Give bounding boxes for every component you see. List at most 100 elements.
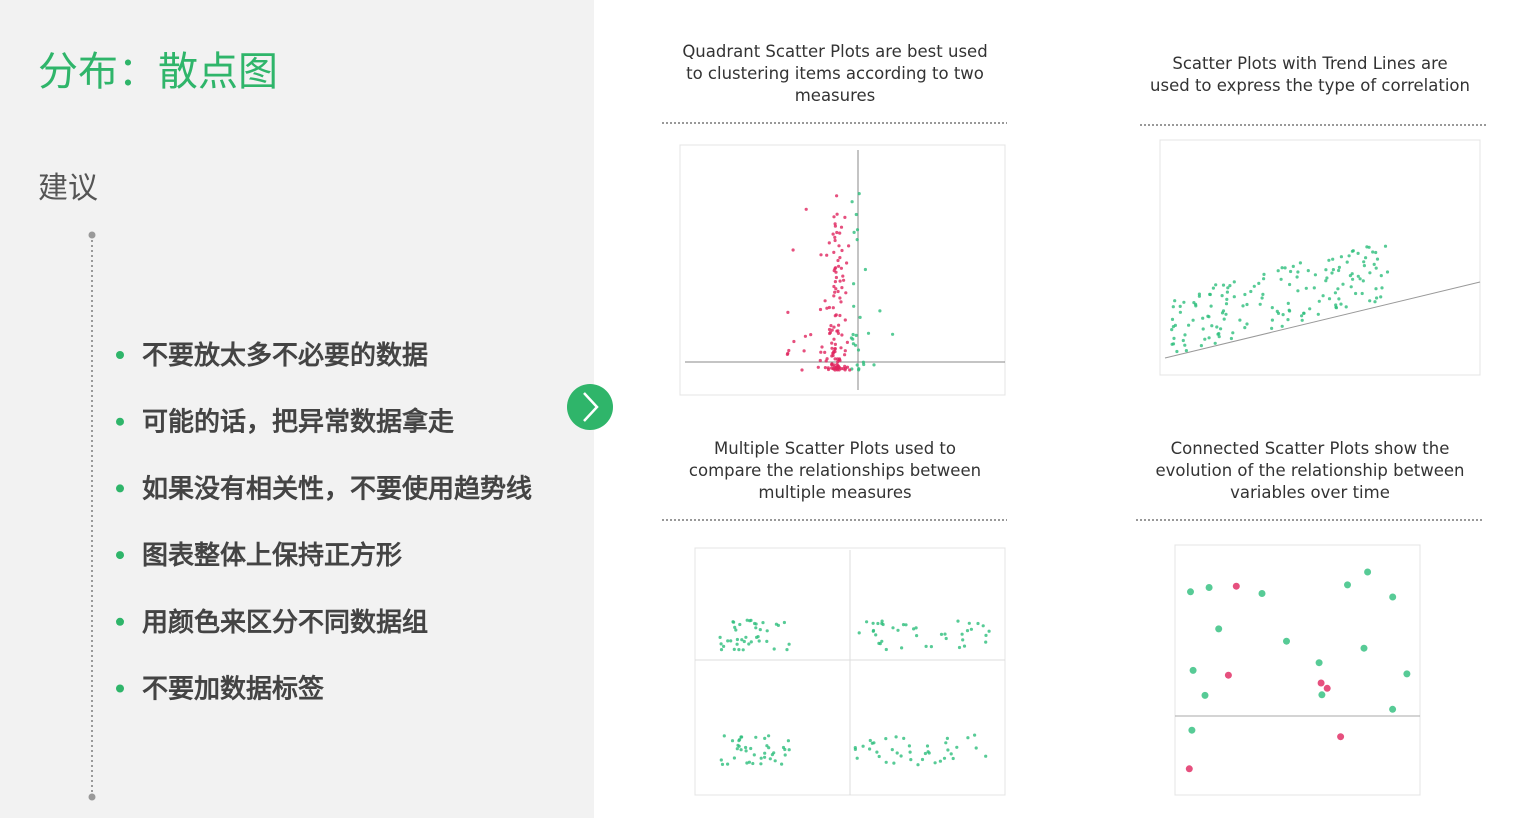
decor-dot <box>1354 291 1358 296</box>
decor-dot <box>757 639 761 643</box>
decor-dot <box>1207 315 1211 319</box>
decor-dot <box>834 270 838 274</box>
decor-dot <box>754 626 758 630</box>
decor-dot <box>800 368 804 372</box>
decor-dot <box>1199 344 1203 348</box>
decor-dot <box>891 332 895 336</box>
decor-dot <box>747 760 752 764</box>
decor-dot <box>833 222 837 226</box>
decor-dot <box>1362 264 1366 268</box>
decor-dot <box>854 333 858 337</box>
decor-dot <box>1210 324 1214 328</box>
decor-dot <box>1323 684 1331 692</box>
decor-dot <box>833 280 838 284</box>
decor-dot <box>763 755 767 759</box>
decor-dot <box>1331 257 1335 261</box>
decor-dot <box>1185 765 1193 773</box>
decor-dot <box>861 744 865 748</box>
decor-dot <box>955 745 959 749</box>
decor-dot <box>1203 337 1207 341</box>
decor-dot <box>1171 325 1175 329</box>
decor-dot <box>1224 302 1229 306</box>
decor-dot <box>835 230 839 235</box>
decor-dot <box>1300 314 1304 318</box>
decor-dot <box>1207 336 1211 340</box>
decor-dot <box>832 337 836 341</box>
decor-dot <box>987 629 991 633</box>
panel-caption: Multiple Scatter Plots used to <box>714 439 956 458</box>
decor-dot <box>865 620 869 624</box>
decor-dot <box>1317 679 1325 687</box>
decor-dot <box>1379 274 1383 278</box>
decor-dot <box>830 354 834 358</box>
decor-dot <box>1243 326 1247 330</box>
decor-dot <box>962 644 967 648</box>
decor-dot <box>1262 277 1266 281</box>
decor-dot <box>1360 291 1364 296</box>
decor-dot <box>1351 277 1355 281</box>
decor-dot <box>836 258 840 263</box>
decor-dot <box>722 734 726 738</box>
decor-dot <box>1362 260 1366 264</box>
decor-dot <box>904 623 908 627</box>
decor-dot <box>1291 264 1295 268</box>
decor-dot <box>819 253 823 257</box>
decor-dot <box>857 631 861 635</box>
decor-dot <box>1171 305 1175 309</box>
decor-dot <box>833 238 837 243</box>
decor-dot <box>744 749 748 753</box>
decor-dot <box>786 739 791 743</box>
decor-dot <box>1281 313 1285 317</box>
decor-dot <box>984 633 988 638</box>
decor-dot <box>1287 308 1291 312</box>
decor-dot <box>1226 286 1230 290</box>
decor-dot <box>1368 299 1372 303</box>
decor-dot <box>758 628 762 632</box>
next-button[interactable] <box>567 384 613 430</box>
decor-dot <box>1345 260 1349 264</box>
decor-dot <box>830 346 834 350</box>
decor-dot <box>843 215 847 219</box>
decor-dot <box>734 628 738 632</box>
decor-dot <box>738 622 742 627</box>
decor-dot <box>1224 671 1232 679</box>
decor-dot <box>1333 291 1337 295</box>
decor-dot <box>830 362 834 366</box>
decor-dot <box>850 200 854 204</box>
decor-dot <box>839 300 843 304</box>
decor-dot <box>961 638 965 642</box>
decor-dot <box>892 761 896 765</box>
decor-dot <box>1296 270 1300 274</box>
decor-dot <box>1318 691 1326 699</box>
decor-dot <box>1261 292 1265 296</box>
chart-thumbnail <box>1159 139 1481 376</box>
decor-dot <box>1249 289 1253 294</box>
bullet-text: 用颜色来区分不同数据组 <box>142 607 428 638</box>
panel-caption: multiple measures <box>758 483 911 502</box>
decor-dot <box>730 739 735 743</box>
decor-dot <box>834 366 838 370</box>
decor-dot <box>1245 322 1249 326</box>
decor-dot <box>845 261 849 265</box>
decor-dot <box>878 309 882 313</box>
decor-dot <box>1208 292 1212 296</box>
bullet-dot <box>116 351 124 359</box>
decor-dot <box>966 736 970 740</box>
decor-dot <box>832 294 836 298</box>
decor-dot <box>1188 726 1196 734</box>
decor-dot <box>1252 284 1256 288</box>
decor-dot <box>820 345 824 349</box>
decor-dot <box>844 291 848 295</box>
decor-dot <box>773 759 777 763</box>
decor-dot <box>749 640 753 644</box>
decor-dot <box>826 366 830 370</box>
decor-dot <box>735 637 740 642</box>
decor-dot <box>1374 266 1378 270</box>
decor-dot <box>737 744 741 748</box>
decor-dot <box>838 296 842 300</box>
decor-dot <box>916 763 920 767</box>
decor-dot <box>1172 336 1176 340</box>
decor-dot <box>1325 276 1329 280</box>
decor-dot <box>1232 295 1236 299</box>
